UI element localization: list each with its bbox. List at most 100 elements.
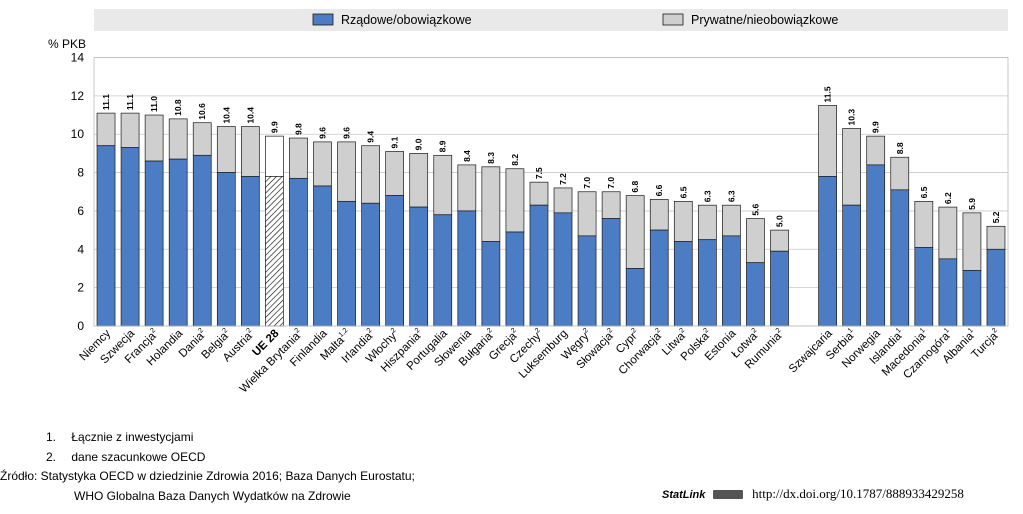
data-label: 6.8	[630, 180, 640, 192]
bar-segment-government	[986, 248, 1006, 327]
data-label: 7.5	[534, 167, 544, 179]
legend-swatch-government	[312, 13, 334, 26]
bar-segment-private	[144, 114, 164, 162]
data-label: 8.9	[438, 140, 448, 152]
bar-segment-government	[553, 212, 573, 327]
bar-segment-private	[505, 168, 525, 233]
bar-segment-private	[746, 218, 765, 264]
data-label: 8.8	[895, 142, 905, 154]
data-label: 11.0	[149, 96, 159, 112]
bar-segment-government	[289, 177, 308, 327]
source-line-2: WHO Globalna Baza Danych Wydatków na Zdr…	[74, 488, 351, 503]
data-label: 8.2	[510, 154, 520, 166]
bar-segment-private	[481, 166, 501, 242]
statlink-url[interactable]: http://dx.doi.org/10.1787/888933429258	[752, 486, 964, 501]
bar-segment-private	[96, 112, 116, 147]
bar-segment-private	[313, 141, 332, 187]
bar-segment-government	[433, 214, 453, 327]
bar-segment-government	[265, 176, 284, 327]
bar-segment-government	[361, 202, 380, 327]
data-label: 10.8	[173, 99, 183, 116]
data-label: 10.6	[197, 103, 207, 120]
bar-segment-private	[673, 200, 693, 242]
bar-segment-government	[866, 164, 886, 327]
footnote-1-text: Łącznie z inwestycjami	[71, 430, 194, 444]
data-label: 9.6	[318, 127, 328, 139]
data-label: 7.0	[606, 177, 616, 189]
data-label: 10.4	[221, 107, 231, 124]
bar-segment-government	[697, 239, 717, 327]
data-label: 9.9	[871, 121, 881, 133]
bar-segment-government	[914, 247, 934, 327]
data-label: 10.4	[245, 107, 255, 124]
bar-segment-private	[770, 229, 789, 252]
y-axis-unit-label: % PKB	[48, 37, 86, 51]
bar-segment-government	[144, 160, 164, 327]
legend-label-government: Rządowe/obowiązkowe	[341, 13, 472, 27]
bar-segment-private	[649, 199, 669, 231]
bar-segment-private	[168, 118, 188, 160]
bar-segment-private	[433, 154, 453, 216]
bar-segment-private	[457, 164, 477, 212]
footnote-2-text: dane szacunkowe OECD	[71, 449, 206, 464]
data-label: 5.9	[967, 198, 977, 210]
data-label: 9.6	[342, 127, 352, 139]
data-label: 6.6	[654, 184, 664, 196]
y-tick-label: 12	[71, 89, 85, 103]
footnote-1-number: 1.	[46, 430, 57, 444]
plot-area-border	[93, 57, 1009, 327]
bar-segment-government	[577, 235, 597, 327]
bar-segment-government	[818, 176, 837, 327]
y-axis-ticks: 0 2 4 6 8 10 12 14	[71, 51, 85, 334]
bar-segment-private	[337, 141, 356, 202]
data-label: 11.5	[823, 86, 833, 102]
bar-segment-government	[938, 258, 958, 327]
bar-segment-government	[673, 241, 693, 327]
data-label: 8.3	[486, 152, 496, 164]
bar-segment-government	[216, 172, 236, 327]
footnotes: 1. Łącznie z inwestycjami 2. dane szacun…	[0, 428, 415, 506]
bar-segment-government	[409, 206, 429, 327]
y-tick-label: 14	[71, 51, 85, 65]
source-line-1: Źródło: Statystyka OECD w dziedzinie Zdr…	[0, 469, 415, 483]
y-tick-label: 10	[71, 127, 85, 141]
y-tick-label: 0	[77, 319, 84, 333]
bar-segment-private	[577, 191, 597, 237]
data-label: 6.5	[678, 186, 688, 198]
bar-segment-government	[890, 189, 910, 327]
x-axis-labels: NiemcySzwecjaFrancja2HolandiaDania2Belgi…	[78, 327, 1001, 396]
legend-background	[94, 9, 1008, 31]
bar-segment-private	[890, 156, 910, 191]
bar-segment-government	[770, 250, 789, 327]
data-label: 11.1	[101, 94, 111, 110]
data-label: 9.0	[414, 138, 424, 150]
bar-segment-private	[962, 212, 982, 271]
data-label: 9.9	[269, 121, 279, 133]
bar-segment-private	[818, 105, 837, 177]
bar-segment-private	[192, 122, 212, 156]
y-tick-label: 6	[77, 204, 84, 218]
legend-label-private: Prywatne/nieobowiązkowe	[691, 13, 838, 27]
bar-segment-private	[240, 126, 260, 177]
bar-segment-government	[746, 262, 765, 327]
bar-segment-private	[553, 187, 573, 214]
statlink: StatLink http://dx.doi.org/10.1787/88893…	[662, 486, 964, 502]
data-label: 6.2	[943, 192, 953, 204]
data-labels: 11.1 11.1 11.0 10.8 10.6 10.4 10.4 9.9 9.8 9.6 9.6…	[101, 86, 1001, 227]
bar-segment-private	[361, 145, 380, 204]
bar-segment-government	[313, 185, 332, 327]
data-label: 6.5	[919, 186, 929, 198]
bar-segment-private	[842, 128, 862, 206]
bar-segment-government	[481, 241, 501, 327]
bar-segment-government	[842, 204, 862, 327]
bar-segment-private	[866, 135, 886, 166]
data-label: 5.0	[775, 215, 785, 227]
bar-segment-government	[457, 210, 477, 327]
bar-segment-government	[385, 195, 405, 327]
data-label: 10.3	[847, 109, 857, 126]
data-label: 6.3	[702, 190, 712, 202]
bar-segment-government	[529, 204, 549, 327]
bar-segment-private	[938, 206, 958, 260]
bar-segment-government	[601, 218, 621, 327]
bar-segment-government	[722, 235, 741, 327]
